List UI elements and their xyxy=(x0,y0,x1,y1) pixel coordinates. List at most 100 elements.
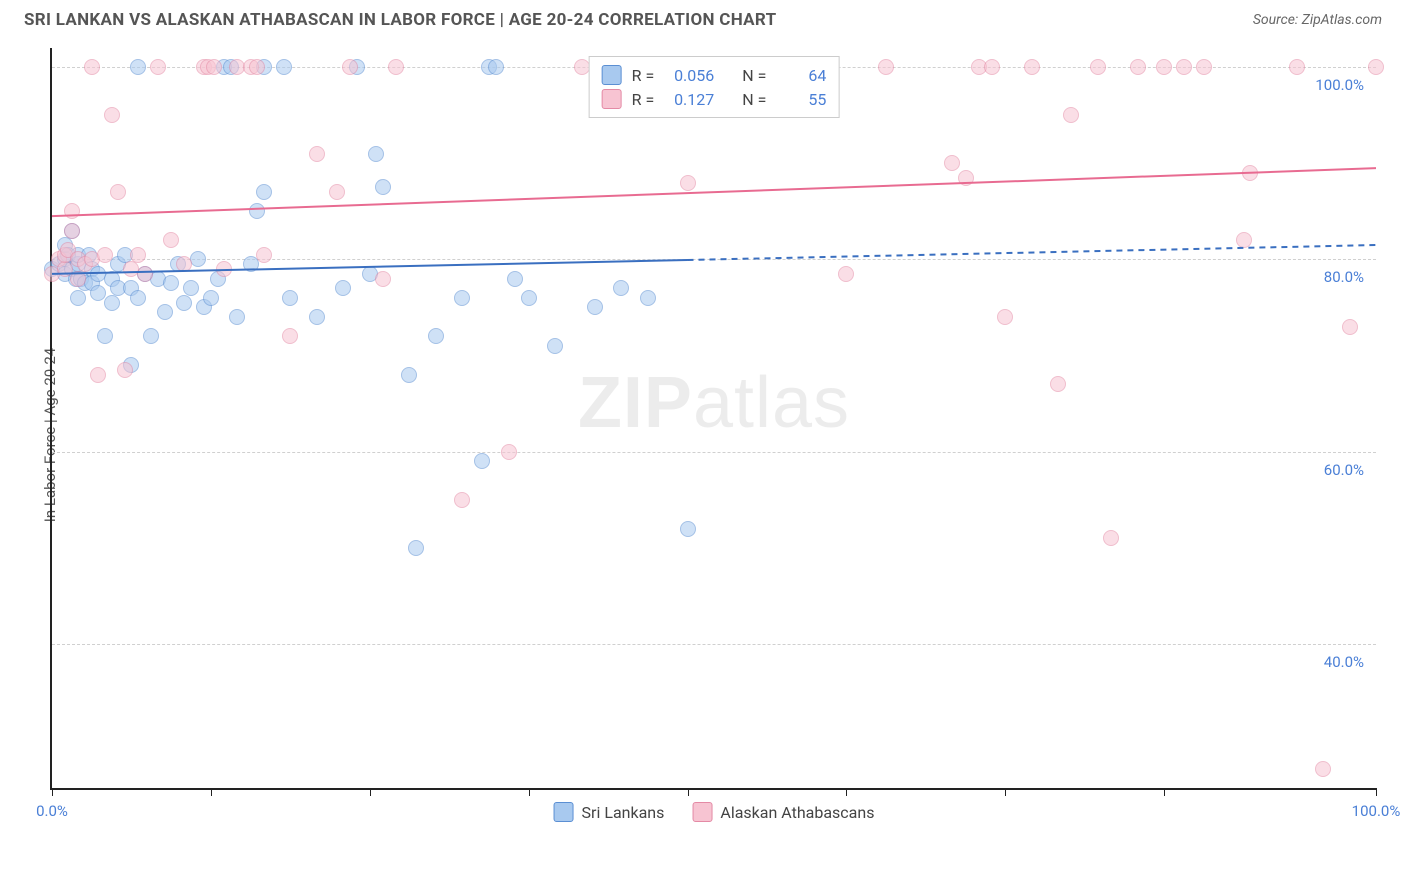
x-tick xyxy=(1005,788,1006,796)
data-point xyxy=(1176,59,1192,75)
watermark: ZIPatlas xyxy=(578,362,850,444)
data-point xyxy=(1024,59,1040,75)
data-point xyxy=(70,290,86,306)
data-point xyxy=(84,59,100,75)
data-point xyxy=(130,247,146,263)
chart-title: SRI LANKAN VS ALASKAN ATHABASCAN IN LABO… xyxy=(24,10,776,30)
data-point xyxy=(547,338,563,354)
data-point xyxy=(309,309,325,325)
gridline xyxy=(52,452,1376,453)
data-point xyxy=(997,309,1013,325)
data-point xyxy=(157,304,173,320)
x-tick-label: 100.0% xyxy=(1352,802,1401,820)
data-point xyxy=(368,146,384,162)
n-value-2: 55 xyxy=(776,90,826,109)
watermark-rest: atlas xyxy=(693,363,850,443)
data-point xyxy=(276,59,292,75)
data-point xyxy=(640,290,656,306)
legend-bottom-label-1: Sri Lankans xyxy=(582,803,665,822)
data-point xyxy=(454,290,470,306)
data-point xyxy=(1196,59,1212,75)
x-tick xyxy=(211,788,212,796)
data-point xyxy=(203,290,219,306)
data-point xyxy=(97,328,113,344)
r-value-1: 0.056 xyxy=(664,66,714,85)
data-point xyxy=(229,309,245,325)
data-point xyxy=(1063,107,1079,123)
data-point xyxy=(1156,59,1172,75)
y-tick-label: 60.0% xyxy=(1324,461,1364,479)
x-tick xyxy=(1164,788,1165,796)
data-point xyxy=(388,59,404,75)
data-point xyxy=(342,59,358,75)
data-point xyxy=(507,271,523,287)
r-value-2: 0.127 xyxy=(664,90,714,109)
legend-swatch-1 xyxy=(602,65,622,85)
x-tick xyxy=(529,788,530,796)
r-label: R = xyxy=(632,66,655,85)
data-point xyxy=(878,59,894,75)
data-point xyxy=(984,59,1000,75)
legend-item-1: Sri Lankans xyxy=(554,802,665,822)
source-label: Source: ZipAtlas.com xyxy=(1253,12,1382,28)
data-point xyxy=(256,184,272,200)
chart-header: SRI LANKAN VS ALASKAN ATHABASCAN IN LABO… xyxy=(0,0,1406,40)
x-tick xyxy=(52,788,53,796)
data-point xyxy=(282,328,298,344)
data-point xyxy=(680,175,696,191)
data-point xyxy=(282,290,298,306)
data-point xyxy=(206,59,222,75)
legend-bottom-swatch-1 xyxy=(554,802,574,822)
data-point xyxy=(137,266,153,282)
r-label: R = xyxy=(632,90,655,109)
data-point xyxy=(97,247,113,263)
gridline xyxy=(52,644,1376,645)
legend-swatch-2 xyxy=(602,89,622,109)
data-point xyxy=(163,232,179,248)
data-point xyxy=(838,266,854,282)
data-point xyxy=(70,271,86,287)
data-point xyxy=(249,59,265,75)
watermark-bold: ZIP xyxy=(578,363,693,443)
data-point xyxy=(574,59,590,75)
legend-row-2: R = 0.127 N = 55 xyxy=(602,87,827,111)
x-tick xyxy=(1376,788,1377,796)
data-point xyxy=(64,223,80,239)
trend-lines xyxy=(52,48,1376,788)
data-point xyxy=(428,328,444,344)
data-point xyxy=(183,280,199,296)
data-point xyxy=(309,146,325,162)
plot-area: ZIPatlas R = 0.056 N = 64 R = 0.127 N = … xyxy=(50,48,1376,790)
data-point xyxy=(335,280,351,296)
data-point xyxy=(1342,319,1358,335)
data-point xyxy=(110,184,126,200)
legend-item-2: Alaskan Athabascans xyxy=(692,802,874,822)
data-point xyxy=(1236,232,1252,248)
data-point xyxy=(680,521,696,537)
legend-bottom-swatch-2 xyxy=(692,802,712,822)
data-point xyxy=(1315,761,1331,777)
data-point xyxy=(176,256,192,272)
correlation-legend: R = 0.056 N = 64 R = 0.127 N = 55 xyxy=(589,56,840,118)
data-point xyxy=(488,59,504,75)
n-label: N = xyxy=(742,66,766,85)
data-point xyxy=(474,453,490,469)
data-point xyxy=(944,155,960,171)
data-point xyxy=(117,362,133,378)
data-point xyxy=(408,540,424,556)
data-point xyxy=(1090,59,1106,75)
data-point xyxy=(454,492,470,508)
data-point xyxy=(216,261,232,277)
data-point xyxy=(401,367,417,383)
data-point xyxy=(1130,59,1146,75)
data-point xyxy=(143,328,159,344)
x-tick xyxy=(370,788,371,796)
data-point xyxy=(249,203,265,219)
data-point xyxy=(104,295,120,311)
legend-bottom-label-2: Alaskan Athabascans xyxy=(720,803,874,822)
data-point xyxy=(1050,376,1066,392)
data-point xyxy=(150,59,166,75)
data-point xyxy=(90,367,106,383)
data-point xyxy=(1289,59,1305,75)
data-point xyxy=(163,275,179,291)
